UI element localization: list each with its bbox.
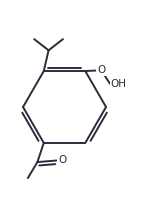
Text: O: O	[58, 156, 66, 165]
Text: OH: OH	[111, 79, 127, 89]
Text: O: O	[97, 65, 105, 75]
